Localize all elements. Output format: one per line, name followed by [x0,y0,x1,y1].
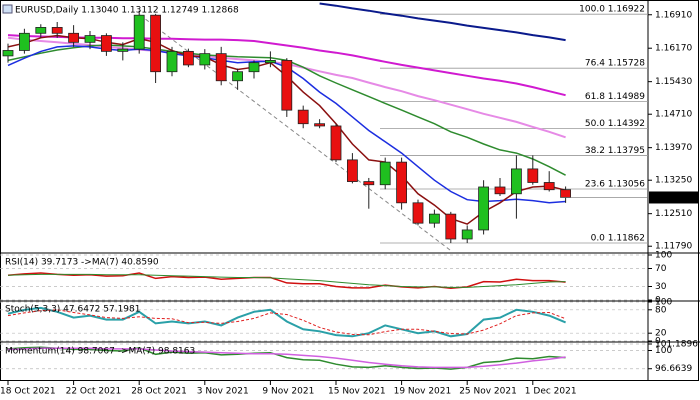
candle-body [68,32,79,43]
y-tick-label: 0 [655,337,661,347]
fib-label: 61.8 1.14989 [585,92,645,102]
fib-label: 0.0 1.11862 [591,233,645,243]
x-tick-label: 18 Oct 2021 [0,387,56,397]
fib-label: 38.2 1.13795 [585,146,645,156]
candle-body [560,189,571,198]
fib-label: 76.4 1.15728 [585,59,645,69]
x-tick-label: 9 Nov 2021 [262,387,314,397]
y-tick-label: 100 [655,298,672,308]
y-tick-label: 80 [655,305,667,315]
candle-body [510,168,522,195]
indicator-line [7,272,566,290]
y-tick-label: 1.12510 [655,209,692,219]
y-tick-label: 1.16910 [655,10,692,20]
candle-body [478,186,490,231]
y-tick-label: 100 [655,251,672,261]
candle-body [2,50,14,57]
chart-title: EURUSD,Daily 1.13040 1.13112 1.12749 1.1… [15,6,239,16]
indicator-line [7,273,566,288]
y-tick-label: 0 [655,296,661,306]
fib-label: 23.6 1.13056 [585,179,645,189]
indicator-line [7,347,566,369]
x-tick-label: 19 Nov 2021 [394,387,452,397]
y-tick-label: 1.14710 [655,110,692,120]
candle-body [527,168,539,183]
candle-body [133,14,145,50]
x-tick-label: 28 Oct 2021 [131,387,187,397]
candle-body [232,71,244,82]
last-price-box [649,191,699,204]
x-tick-label: 25 Nov 2021 [459,387,517,397]
candle-body [150,14,162,73]
y-tick-label: 1.15430 [655,77,692,87]
candle-body [199,53,211,66]
candle-body [18,32,30,51]
x-tick-label: 3 Nov 2021 [197,387,249,397]
y-tick-label: 100 [655,346,672,356]
candle-body [461,229,473,240]
candle-body [396,161,408,204]
y-tick-label: 30 [655,282,667,292]
candle-body [215,53,227,82]
x-tick-label: 15 Nov 2021 [328,387,386,397]
candle-body [346,159,358,182]
candle-body [297,109,309,125]
candle-body [379,161,391,186]
fib-label: 50.0 1.14392 [585,119,645,129]
candle-body [101,35,112,52]
candle-body [428,213,440,224]
y-tick-label: 1.13250 [655,176,692,186]
panel-title: Stoch(5,3,3) 47.6472 57.1981 [5,305,140,315]
candle-body [51,27,63,34]
candle-body [445,213,457,240]
y-tick-label: 1.13970 [655,143,692,153]
indicator-line [7,34,566,97]
candle-body [281,60,293,111]
y-tick-label: 20 [655,329,667,339]
candle-body [166,50,178,73]
y-tick-label: 1.16170 [655,44,692,54]
candle-body [248,62,260,73]
y-tick-label: 101.1896 [655,340,698,350]
candle-body [264,60,276,64]
candle-body [117,48,129,52]
candle-body [330,125,342,161]
indicator-line [7,309,566,336]
indicator-line [319,2,566,42]
symbol-icon [2,4,13,14]
candle-body [182,50,194,66]
candle-body [412,202,424,224]
last-price-label: 1.12868 [653,193,690,203]
fib-label: 100.0 1.16922 [579,5,645,15]
candle-body [494,186,506,195]
x-tick-label: 1 Dec 2021 [525,387,577,397]
x-tick-label: 22 Oct 2021 [66,387,122,397]
indicator-line [7,346,566,370]
y-tick-label: 1.11790 [655,242,692,252]
y-tick-label: 70 [655,264,667,274]
candle-body [314,123,326,127]
candle-body [35,27,47,34]
trend-line [139,14,451,251]
panel-title: RSI(14) 39.7173 ->MA(7) 40.8590 [5,258,159,268]
frame [0,0,699,381]
indicator-line [7,306,566,338]
candle-body [84,35,96,43]
y-tick-label: 96.6639 [655,364,692,374]
candle-body [363,181,375,186]
panel-title: Momentum(14) 98.7067 ->MA(7) 98.8163 [5,347,195,357]
candle-body [543,182,555,191]
